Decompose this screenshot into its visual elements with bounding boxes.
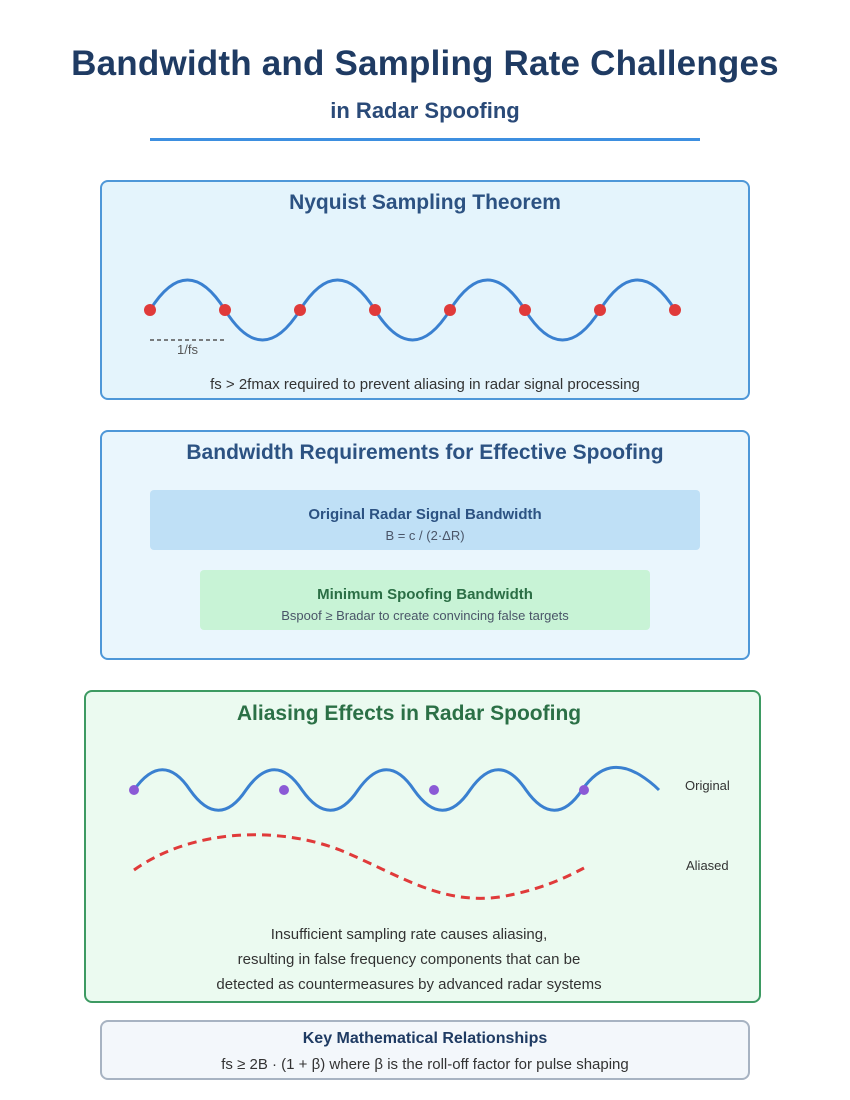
nyquist-sample-point — [294, 304, 306, 316]
aliased-signal-label: Aliased — [686, 858, 729, 873]
original-signal-label: Original — [685, 778, 730, 793]
aliasing-sample-point — [129, 785, 139, 795]
nyquist-sample-point — [444, 304, 456, 316]
nyquist-sample-point — [144, 304, 156, 316]
aliasing-panel — [84, 690, 761, 1003]
aliasing-sample-point — [579, 785, 589, 795]
key-relationships-formula: fs ≥ 2B · (1 + β) where β is the roll-of… — [221, 1056, 629, 1073]
key-relationships-heading: Key Mathematical Relationships — [302, 1030, 548, 1047]
nyquist-sine-wave — [148, 278, 677, 342]
radar-bandwidth-box — [150, 490, 700, 550]
nyquist-heading: Nyquist Sampling Theorem — [289, 191, 561, 214]
aliasing-explanation-line: Insufficient sampling rate causes aliasi… — [270, 926, 548, 943]
radar-bandwidth-title: Original Radar Signal Bandwidth — [308, 506, 542, 523]
spoofing-bandwidth-box — [200, 570, 650, 630]
nyquist-sample-point — [669, 304, 681, 316]
aliasing-explanation-line: resulting in false frequency components … — [237, 951, 581, 968]
title-divider — [150, 138, 700, 141]
key-relationships-panel — [100, 1020, 750, 1080]
aliasing-explanation-line: detected as countermeasures by advanced … — [216, 976, 602, 993]
page-subtitle: in Radar Spoofing — [330, 98, 520, 123]
nyquist-caption: fs > 2fmax required to prevent aliasing … — [210, 376, 640, 393]
nyquist-sample-point — [594, 304, 606, 316]
sampling-period-label: 1/fs — [177, 342, 198, 357]
aliasing-sample-point — [429, 785, 439, 795]
radar-bandwidth-formula: B = c / (2·ΔR) — [385, 528, 465, 543]
nyquist-sample-point — [219, 304, 231, 316]
aliased-signal-wave — [133, 833, 585, 900]
nyquist-sample-point — [519, 304, 531, 316]
spoofing-bandwidth-title: Minimum Spoofing Bandwidth — [317, 586, 533, 603]
aliasing-heading: Aliasing Effects in Radar Spoofing — [236, 702, 582, 725]
spoofing-bandwidth-formula: Bspoof ≥ Bradar to create convincing fal… — [281, 608, 569, 623]
nyquist-sample-point — [369, 304, 381, 316]
aliasing-sample-point — [279, 785, 289, 795]
bandwidth-heading: Bandwidth Requirements for Effective Spo… — [186, 441, 664, 464]
page-title: Bandwidth and Sampling Rate Challenges — [71, 44, 779, 83]
